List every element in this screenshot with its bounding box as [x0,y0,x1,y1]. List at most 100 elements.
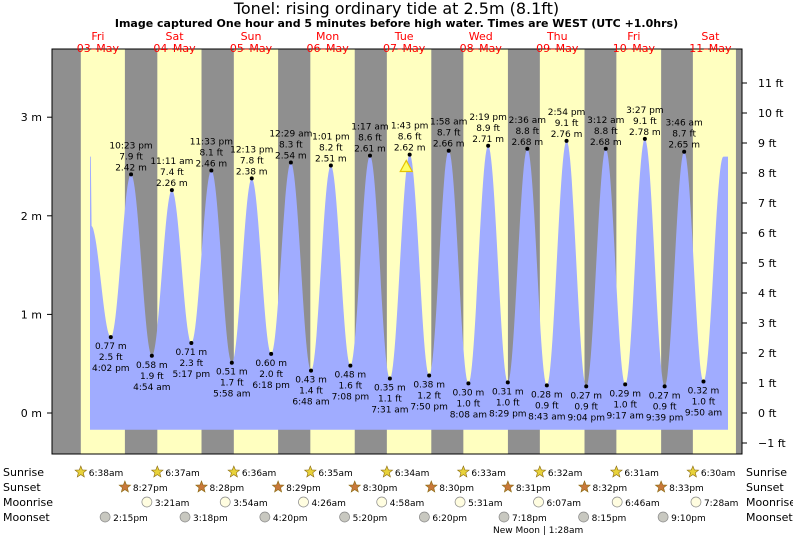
tide-high-ft: 8.6 ft [358,134,382,144]
tide-low-ft: 1.0 ft [692,397,716,407]
tide-low-m: 0.48 m [335,371,367,381]
tide-point [466,381,471,386]
y-tick-label-ft: 8 ft [758,167,777,180]
day-header-dow: Fri [91,30,104,43]
moonrise-moon-icon [141,496,153,508]
tide-point [505,380,510,385]
moonrise-label-right: Moonrise [746,496,793,509]
tide-high-m: 2.66 m [433,140,465,150]
day-header-date: 11–May [689,42,732,55]
tide-high-m: 2.51 m [315,155,347,165]
tide-high-ft: 8.6 ft [398,133,422,143]
tide-low-time: 8:29 pm [489,409,527,419]
tide-point [309,368,314,373]
y-tick-label-ft: 1 ft [758,377,777,390]
tide-low-m: 0.77 m [95,342,127,352]
tide-high-ft: 8.3 ft [279,141,303,151]
tide-high-time: 3:27 pm [626,106,664,116]
day-header-date: 08–May [460,42,503,55]
sunrise-star-icon [227,465,241,478]
tide-point [525,146,530,151]
tide-point [662,384,667,389]
sunrise-row: Sunrise Sunrise 6:38am 6:37am 6:36am 6:35am 6:… [3,465,787,479]
tide-high-m: 2.62 m [394,144,426,154]
y-axis-feet: −1 ft 0 ft 1 ft 2 ft 3 ft 4 ft 5 ft 6 ft 7 ft 8 f… [742,77,786,450]
moonset-time: 9:10pm [671,514,706,524]
tide-high-ft: 8.9 ft [476,124,500,134]
moonrise-time: 5:31am [468,499,503,509]
tide-low-time: 9:39 pm [646,413,684,423]
moonrise-label-left: Moonrise [3,496,53,509]
day-header-date: 04–May [153,42,196,55]
tide-low-ft: 1.7 ft [220,379,244,389]
y-tick-label-ft: 5 ft [758,257,777,270]
tide-high-ft: 8.8 ft [515,127,539,137]
y-tick-label-ft: 2 ft [758,347,777,360]
tide-low-m: 0.58 m [136,361,168,371]
tide-high-m: 2.26 m [156,179,188,189]
day-header-dow: Sat [701,30,720,43]
sunrise-time: 6:38am [89,469,124,479]
sunset-star-icon [578,480,591,493]
moonrise-moon-icon [219,496,231,508]
tide-point [642,136,647,141]
tide-low-ft: 1.4 ft [299,387,323,397]
y-tick-label-ft: 9 ft [758,137,777,150]
y-tick-label-ft: 10 ft [758,107,784,120]
moonrise-time: 4:58am [390,499,425,509]
sunrise-time: 6:30am [701,469,736,479]
moonrise-moon-icon [298,496,309,508]
moonrise-time: 3:21am [155,499,190,509]
tide-low-m: 0.28 m [531,390,563,400]
sunset-star-icon [195,480,208,493]
tide-high-time: 12:13 pm [230,145,273,155]
current-tide-marker [399,159,414,173]
day-header-dow: Tue [394,30,414,43]
sunrise-star-icon [150,465,164,478]
sunrise-star-icon [74,465,88,478]
sunrise-time: 6:32am [548,469,583,479]
moonset-time: 4:20pm [273,514,308,524]
tide-low-time: 8:43 am [528,412,565,422]
day-header-dow: Sat [165,30,184,43]
moonrise-moon-icon [376,496,388,508]
tide-high-m: 2.38 m [236,167,268,177]
tide-point [682,149,687,154]
tide-extreme-labels: 0.77 m2.5 ft4:02 pm 10:23 pm7.9 ft2.42 m 0… [92,106,722,423]
day-header-dow: Wed [469,30,493,43]
y-axis-metres: 0 m 1 m 2 m 3 m [21,111,52,420]
sunrise-star-icon [456,465,470,478]
tide-low-ft: 0.9 ft [574,402,598,412]
tide-high-ft: 8.1 ft [199,148,223,158]
tide-point [149,353,154,358]
day-header-dow: Sun [241,30,262,43]
tide-high-m: 2.42 m [115,163,147,173]
sunset-star-icon [348,480,362,493]
sunset-label-left: Sunset [3,481,41,494]
day-header-date: 06–May [306,42,349,55]
moonset-moon-icon [498,511,510,523]
moonset-moon-icon [339,511,350,523]
sunset-time: 8:30pm [439,484,474,494]
tide-low-time: 9:17 am [606,411,643,421]
tide-low-time: 5:17 pm [173,370,211,380]
tide-high-time: 2:54 pm [548,108,586,118]
sunset-star-icon [501,480,515,493]
tide-point [209,168,214,173]
tide-high-time: 1:17 am [351,123,388,133]
moonset-row: Moonset Moonset 2:15pm 3:18pm 4:20pm 5:20pm 6:… [3,511,793,524]
tide-area [90,138,728,430]
moonrise-time: 4:26am [311,499,346,509]
y-tick-label-ft: 6 ft [758,227,777,240]
moonrise-time: 7:28am [704,499,739,509]
y-tick-label-m: 1 m [21,308,42,321]
tide-low-m: 0.27 m [570,391,602,401]
tide-high-time: 1:01 pm [312,133,350,143]
tide-high-time: 1:58 am [430,118,467,128]
tide-low-time: 7:50 pm [410,403,448,413]
tide-high-time: 3:12 am [587,116,624,126]
tide-low-m: 0.38 m [413,381,445,391]
sunrise-time: 6:37am [165,469,200,479]
tide-high-m: 2.54 m [275,152,307,162]
